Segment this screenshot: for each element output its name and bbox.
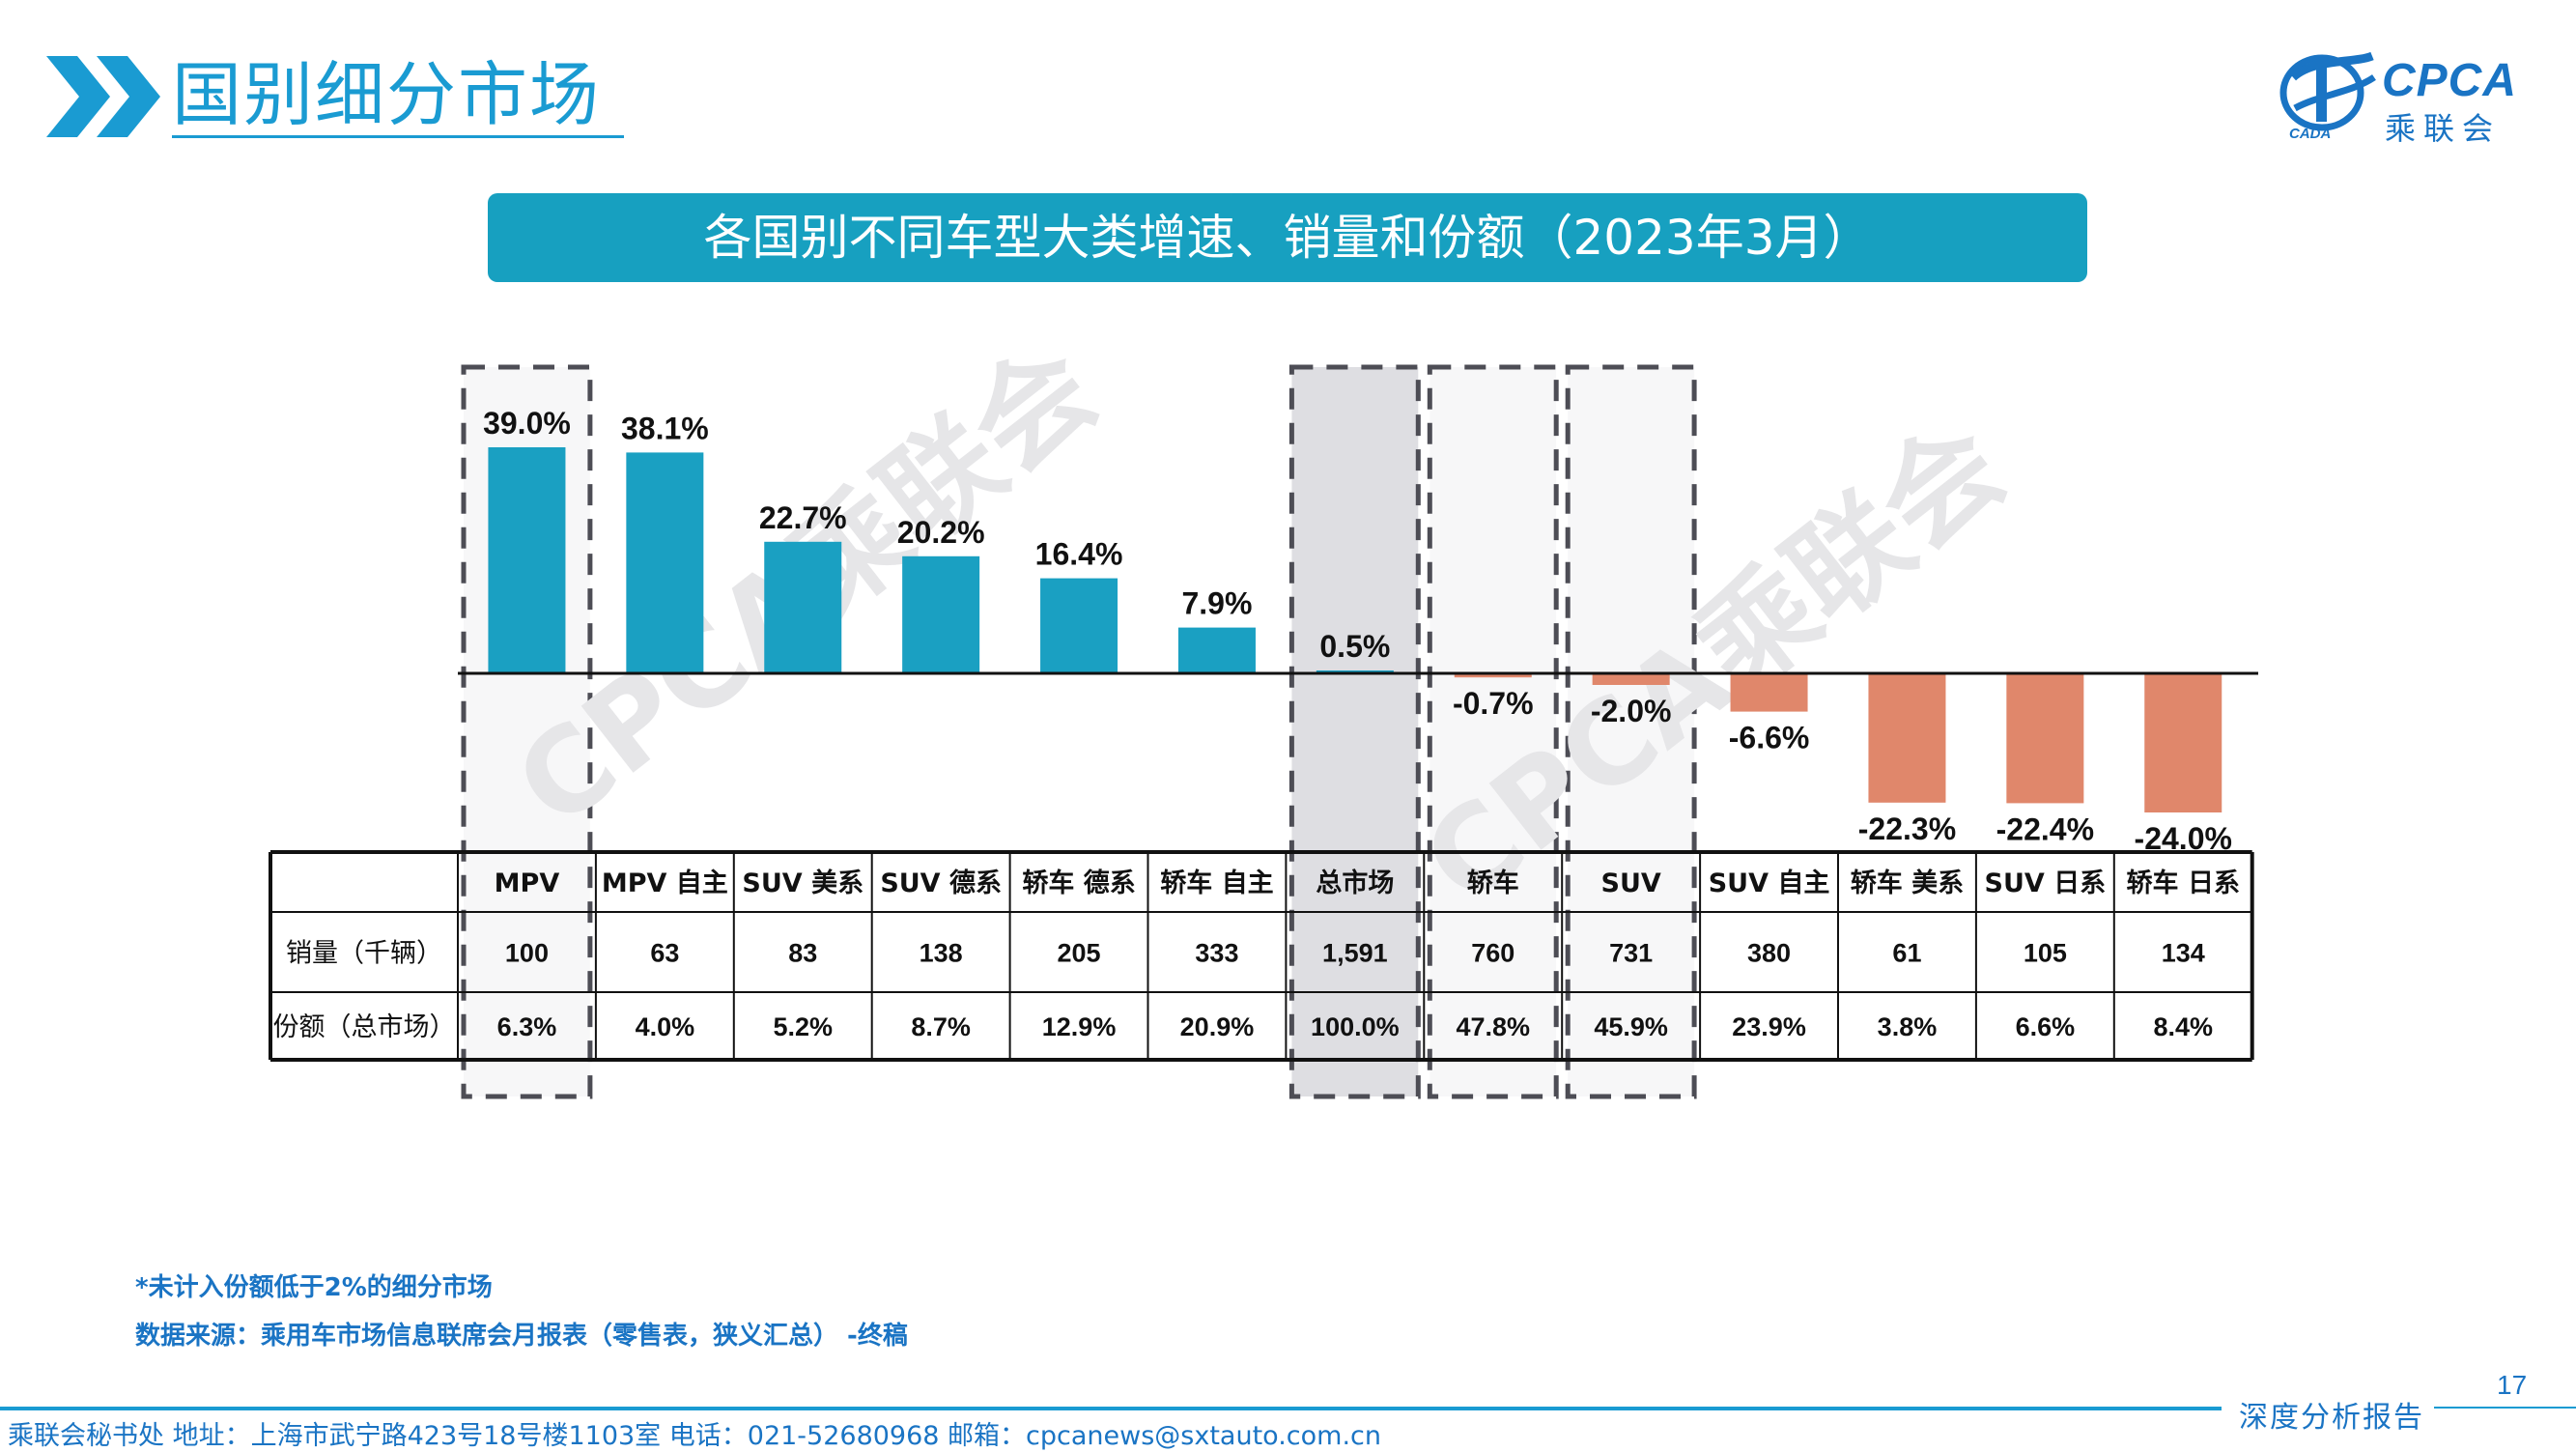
- table-header-1: MPV 自主: [602, 868, 728, 898]
- bar-10: [1868, 673, 1946, 803]
- bar-12: [2144, 673, 2222, 812]
- table-share-10: 3.8%: [1878, 1012, 1938, 1041]
- table-sales-7: 760: [1471, 939, 1514, 968]
- bar-3: [902, 555, 980, 673]
- highlight-box-6: [1288, 364, 1421, 1099]
- chevron-double-icon: [46, 56, 160, 137]
- bar-5: [1177, 627, 1256, 673]
- highlight-box-0: [461, 364, 593, 1099]
- logo-text: CPCA: [2382, 55, 2518, 106]
- value-label-10: -22.3%: [1858, 811, 1956, 846]
- logo-subtext: 乘联会: [2385, 110, 2502, 147]
- table-header-10: 轿车 美系: [1851, 868, 1964, 898]
- page-number: 17: [2497, 1370, 2528, 1400]
- table-header-2: SUV 美系: [742, 868, 863, 898]
- table-sales-10: 61: [1892, 939, 1921, 968]
- table-sales-1: 63: [650, 939, 679, 968]
- value-label-6: 0.5%: [1319, 629, 1390, 664]
- highlight-box-8: [1565, 364, 1697, 1099]
- table-sales-9: 380: [1747, 939, 1791, 968]
- table-share-12: 8.4%: [2153, 1012, 2213, 1041]
- value-label-2: 22.7%: [759, 500, 847, 535]
- table-sales-3: 138: [920, 939, 963, 968]
- table-header-8: SUV: [1601, 868, 1661, 898]
- table-share-6: 100.0%: [1311, 1012, 1400, 1041]
- table-header-7: 轿车: [1467, 868, 1519, 898]
- logo-globe-icon: [2279, 51, 2376, 131]
- footer-divider-right: [2434, 1407, 2576, 1409]
- value-label-5: 7.9%: [1181, 586, 1252, 621]
- table-share-8: 45.9%: [1594, 1012, 1668, 1041]
- bar-11: [2006, 673, 2084, 804]
- table-header-4: 轿车 德系: [1022, 868, 1135, 898]
- table-share-4: 12.9%: [1042, 1012, 1117, 1041]
- bar-9: [1730, 673, 1808, 712]
- report-label: 深度分析报告: [2239, 1401, 2424, 1435]
- chart-title-banner: 各国别不同车型大类增速、销量和份额（2023年3月）: [488, 193, 2087, 282]
- value-label-0: 39.0%: [483, 406, 571, 441]
- table-sales-4: 205: [1058, 939, 1101, 968]
- bar-0: [488, 447, 566, 673]
- page-title: 国别细分市场: [172, 54, 602, 135]
- row-label-1: 份额（总市场）: [273, 1012, 456, 1042]
- table-sales-8: 731: [1609, 939, 1653, 968]
- value-label-8: -2.0%: [1591, 694, 1672, 728]
- row-label-0: 销量（千辆）: [286, 939, 442, 969]
- table-share-3: 8.7%: [911, 1012, 971, 1041]
- table-share-7: 47.8%: [1456, 1012, 1530, 1041]
- table-header-6: 总市场: [1316, 868, 1394, 898]
- table-sales-12: 134: [2162, 939, 2205, 968]
- footer-contact: 乘联会秘书处 地址：上海市武宁路423号18号楼1103室 电话：021-526…: [8, 1421, 1382, 1451]
- table-header-11: SUV 日系: [1985, 868, 2107, 898]
- table-header-0: MPV: [495, 868, 560, 898]
- value-label-1: 38.1%: [621, 411, 709, 445]
- table-header-9: SUV 自主: [1709, 868, 1830, 898]
- cpca-logo: CPCA 乘联会 CADA: [2276, 48, 2536, 147]
- table-share-11: 6.6%: [2016, 1012, 2076, 1041]
- title-underline: [172, 135, 624, 138]
- table-header-5: 轿车 自主: [1160, 868, 1273, 898]
- table-share-5: 20.9%: [1180, 1012, 1255, 1041]
- table-share-0: 6.3%: [497, 1012, 557, 1041]
- bar-1: [626, 452, 704, 673]
- table-header-12: 轿车 日系: [2127, 868, 2240, 898]
- table-sales-6: 1,591: [1322, 939, 1388, 968]
- data-source-note: 数据来源：乘用车市场信息联席会月报表（零售表，狭义汇总） -终稿: [135, 1322, 908, 1351]
- table-sales-2: 83: [788, 939, 817, 968]
- footnote-share: *未计入份额低于2%的细分市场: [135, 1273, 493, 1302]
- table-sales-5: 333: [1195, 939, 1238, 968]
- bar-chart: CPCA乘联会CPCA乘联会 39.0%38.1%22.7%20.2%16.4%…: [269, 322, 2258, 1099]
- table-share-9: 23.9%: [1732, 1012, 1806, 1041]
- bar-4: [1040, 578, 1118, 673]
- table-sales-0: 100: [505, 939, 549, 968]
- table-header-3: SUV 德系: [880, 868, 1002, 898]
- highlight-box-7: [1427, 364, 1559, 1099]
- bar-8: [1592, 673, 1670, 685]
- table-share-1: 4.0%: [636, 1012, 695, 1041]
- value-label-3: 20.2%: [897, 515, 985, 550]
- bar-7: [1454, 673, 1532, 678]
- logo-small-text: CADA: [2289, 126, 2332, 142]
- footer-divider: [0, 1407, 2222, 1410]
- bar-2: [764, 541, 842, 673]
- value-label-4: 16.4%: [1035, 537, 1123, 572]
- table-sales-11: 105: [2024, 939, 2067, 968]
- value-label-11: -22.4%: [1996, 811, 2094, 846]
- value-label-9: -6.6%: [1729, 721, 1810, 755]
- value-label-7: -0.7%: [1453, 686, 1534, 721]
- table-share-2: 5.2%: [773, 1012, 833, 1041]
